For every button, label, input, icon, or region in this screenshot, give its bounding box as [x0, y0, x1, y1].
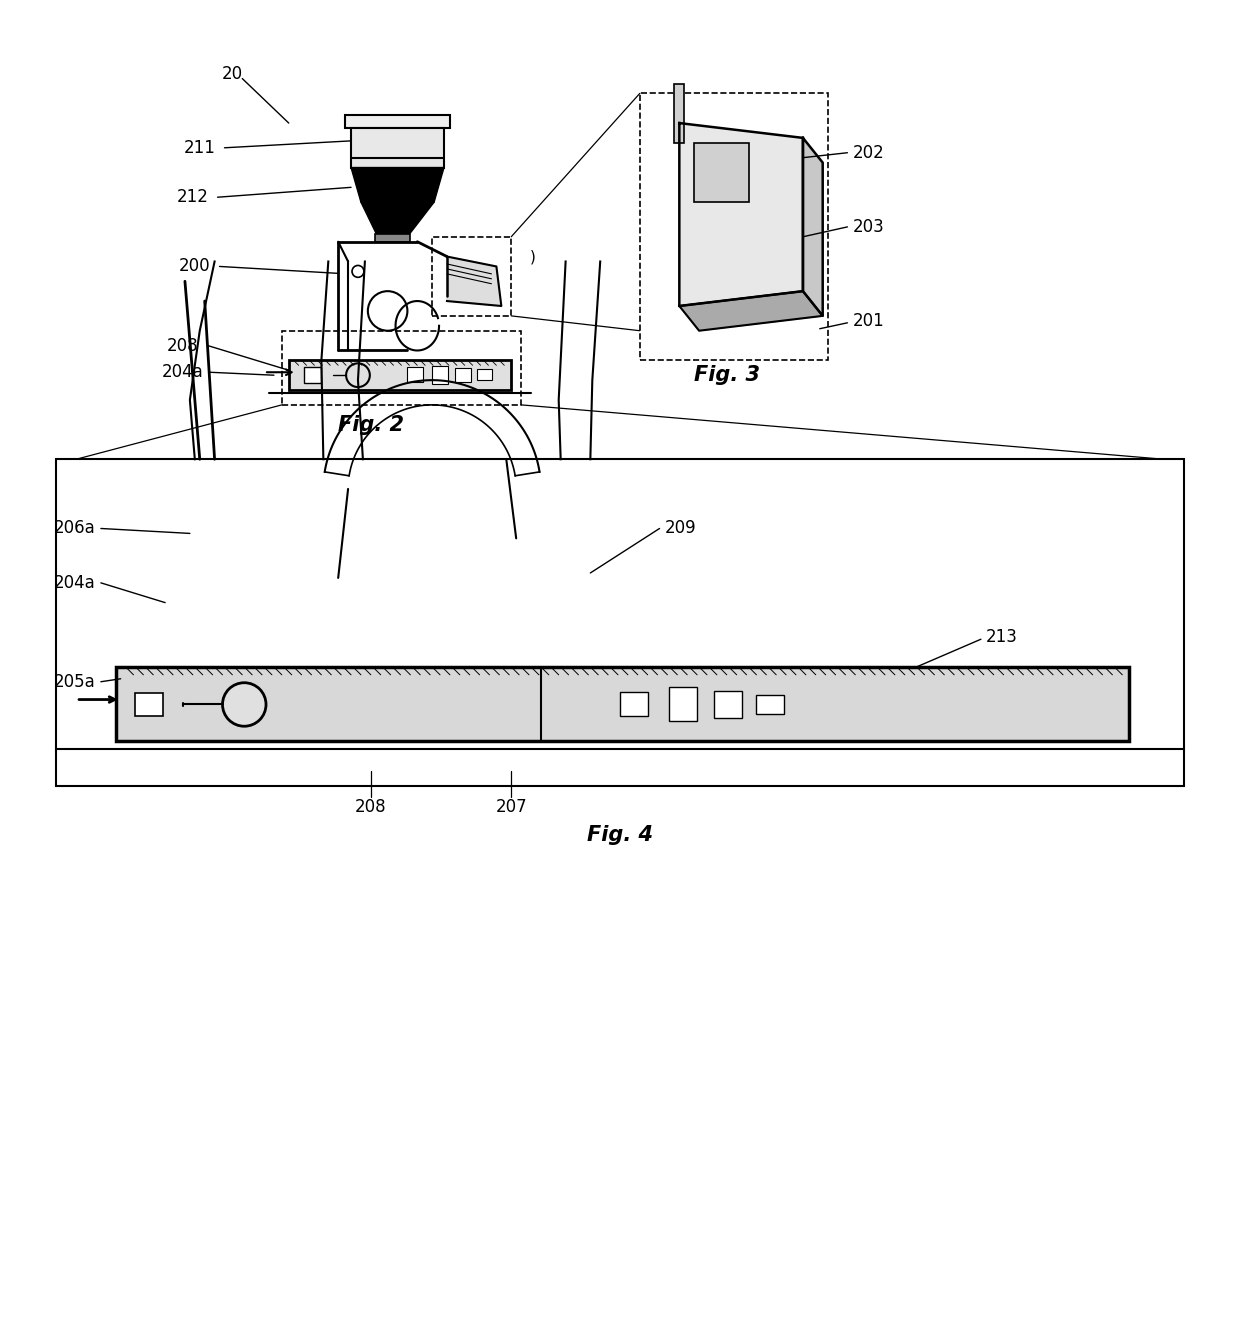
Text: 20: 20 [222, 65, 243, 83]
Text: 211: 211 [184, 138, 216, 157]
Circle shape [222, 682, 267, 726]
Text: 212: 212 [177, 188, 208, 207]
Text: 205a: 205a [55, 673, 95, 690]
Polygon shape [680, 122, 804, 306]
Text: Fig. 2: Fig. 2 [337, 415, 404, 435]
Text: 206a: 206a [55, 519, 95, 537]
Text: 209: 209 [665, 519, 696, 537]
Text: 208: 208 [355, 798, 387, 817]
Text: 203: 203 [852, 217, 884, 236]
Text: 208: 208 [167, 337, 198, 354]
Bar [694, 142, 749, 203]
Text: 200: 200 [179, 257, 211, 275]
Bar [670, 686, 697, 722]
Bar [135, 693, 164, 716]
Text: 204a: 204a [162, 363, 203, 381]
Bar [432, 237, 511, 316]
Text: 201: 201 [852, 312, 884, 329]
Bar [620, 691, 647, 716]
Bar [374, 234, 410, 242]
Bar [714, 690, 742, 718]
Text: 207: 207 [496, 798, 527, 817]
Polygon shape [804, 138, 822, 316]
Polygon shape [446, 257, 501, 306]
Bar [756, 694, 784, 714]
Polygon shape [351, 167, 444, 203]
Bar [640, 94, 827, 361]
Bar [304, 367, 321, 383]
Text: Fig. 3: Fig. 3 [694, 365, 760, 385]
Text: ): ) [529, 249, 536, 263]
Polygon shape [680, 291, 822, 331]
Text: Fig. 4: Fig. 4 [587, 824, 653, 846]
Bar [56, 460, 1184, 785]
Bar [345, 115, 450, 128]
Bar [675, 83, 684, 142]
Bar [476, 369, 492, 381]
Polygon shape [361, 203, 434, 237]
Bar [408, 367, 423, 382]
Bar [455, 369, 471, 382]
Text: 202: 202 [852, 144, 884, 162]
Bar [115, 666, 1130, 741]
Bar [432, 366, 448, 385]
Bar [351, 128, 444, 167]
Bar [289, 361, 511, 390]
Text: 204a: 204a [55, 574, 95, 591]
Bar [281, 331, 521, 404]
Text: 213: 213 [986, 628, 1018, 647]
